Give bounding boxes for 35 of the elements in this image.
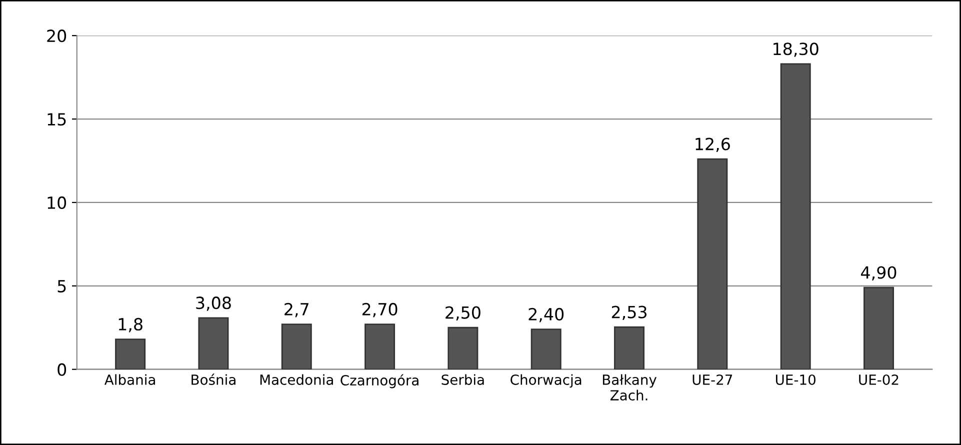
data-label: 12,6 — [696, 138, 730, 152]
bar — [697, 158, 728, 370]
bar — [115, 338, 146, 370]
x-tick-label: UE-27 — [692, 374, 732, 385]
bar — [364, 324, 396, 370]
data-label: 2,53 — [612, 306, 646, 320]
bar — [530, 328, 562, 370]
data-label: 2,7 — [284, 302, 308, 318]
bar — [863, 286, 894, 370]
y-tick-label: 0 — [58, 363, 66, 376]
x-tick-label: UE-10 — [776, 374, 816, 385]
x-tick-label: Albania — [104, 374, 155, 385]
data-label: 1,8 — [118, 318, 142, 332]
y-tick-label: 5 — [58, 280, 66, 292]
data-label: 2,50 — [446, 306, 480, 321]
bar — [281, 324, 312, 370]
x-tick-label: Bałkany Zach. — [602, 374, 657, 401]
x-tick-label: Serbia — [442, 374, 484, 385]
bar — [780, 63, 811, 370]
x-tick-label: Chorwacja — [510, 374, 582, 388]
data-label: 18,30 — [774, 42, 818, 57]
y-tick-label: 15 — [48, 113, 66, 126]
y-tick-label: 10 — [48, 196, 66, 210]
x-tick-label: Bośnia — [192, 374, 236, 385]
data-label: 2,40 — [528, 308, 564, 322]
x-tick-label: Macedonia — [260, 374, 333, 385]
data-label: 4,90 — [861, 266, 896, 280]
x-tick-label: Czarnogóra — [340, 374, 418, 388]
bar — [614, 326, 645, 370]
data-label: 3,08 — [196, 296, 231, 311]
data-label: 2,70 — [362, 302, 398, 318]
bar — [198, 317, 229, 370]
x-tick-label: UE-02 — [859, 374, 898, 385]
y-tick-label: 20 — [47, 30, 66, 42]
bar — [448, 326, 478, 370]
